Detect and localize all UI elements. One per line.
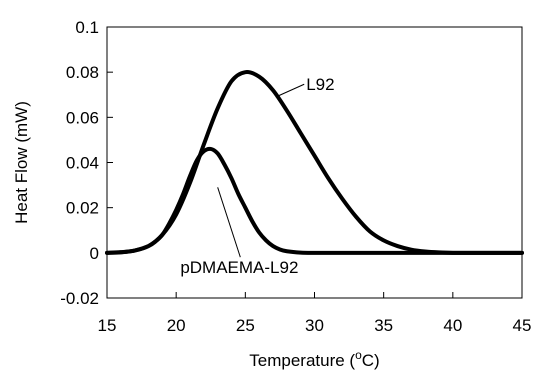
y-axis-label: Heat Flow (mW) [12, 101, 31, 224]
annotation-layer: L92 pDMAEMA-L92 [180, 75, 334, 277]
annotation-pointer-1 [217, 187, 241, 258]
x-axis-label-unit: C) [362, 351, 380, 370]
y-tick-label-2: 0.02 [66, 199, 99, 218]
x-tick-label-0: 15 [98, 316, 117, 335]
y-tick-label-0: -0.02 [60, 289, 99, 308]
x-axis-label-degree: o [355, 348, 362, 362]
y-tick-label-4: 0.06 [66, 108, 99, 127]
x-axis-label-main: Temperature ( [249, 351, 355, 370]
x-tick-label-6: 45 [513, 316, 532, 335]
y-tick-label-6: 0.1 [75, 18, 99, 37]
x-tick-label-2: 25 [236, 316, 255, 335]
x-tick-label-1: 20 [167, 316, 186, 335]
axes: -0.02 0 0.02 0.04 0.06 0.08 0.1 15 20 25 30 35 40 45 [60, 18, 531, 335]
annotation-label-0: L92 [306, 75, 334, 94]
x-tick-label-3: 30 [305, 316, 324, 335]
plot-frame [106, 26, 523, 299]
y-tick-label-5: 0.08 [66, 63, 99, 82]
series-line-1 [105, 146, 524, 255]
y-tick-label-1: 0 [90, 244, 99, 263]
y-tick-label-3: 0.04 [66, 154, 99, 173]
series-layer [105, 70, 524, 255]
x-tick-label-5: 40 [443, 316, 462, 335]
annotation-pointer-0 [275, 83, 305, 98]
x-axis-label: Temperature (oC) [249, 348, 379, 370]
x-tick-label-4: 35 [374, 316, 393, 335]
annotation-label-1: pDMAEMA-L92 [180, 258, 298, 277]
